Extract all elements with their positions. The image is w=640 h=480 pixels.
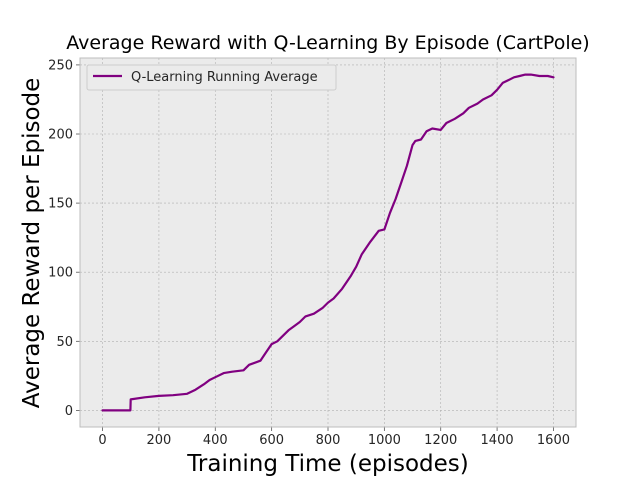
x-tick-label: 800 <box>316 433 341 448</box>
x-axis-label: Training Time (episodes) <box>186 451 469 477</box>
x-tick-label: 1600 <box>537 433 570 448</box>
y-tick-label: 100 <box>48 266 73 281</box>
chart-title: Average Reward with Q-Learning By Episod… <box>66 32 589 54</box>
x-tick-label: 1400 <box>481 433 514 448</box>
x-tick-label: 200 <box>146 433 171 448</box>
legend-entry-label: Q-Learning Running Average <box>131 70 318 85</box>
plot-frame <box>79 57 577 428</box>
series-layer <box>101 73 555 412</box>
x-tick-label: 1000 <box>368 433 401 448</box>
legend-box <box>86 64 337 91</box>
y-tick-label: 250 <box>48 58 73 73</box>
y-tick-label: 50 <box>56 335 73 350</box>
legend: Q-Learning Running Average <box>86 64 337 91</box>
y-tick-label: 0 <box>65 404 73 419</box>
series-line-q-learning <box>101 73 555 412</box>
y-axis-label: Average Reward per Episode <box>19 78 45 409</box>
x-tick-label: 600 <box>259 433 284 448</box>
axis-ticks: 0 200 400 600 800 1000 1200 1400 1600 0 50 100 150 20… <box>48 58 570 448</box>
y-tick-label: 200 <box>48 128 73 143</box>
x-tick-label: 400 <box>203 433 228 448</box>
y-tick-label: 150 <box>48 197 73 212</box>
x-tick-label: 1200 <box>424 433 457 448</box>
x-tick-label: 0 <box>98 433 106 448</box>
